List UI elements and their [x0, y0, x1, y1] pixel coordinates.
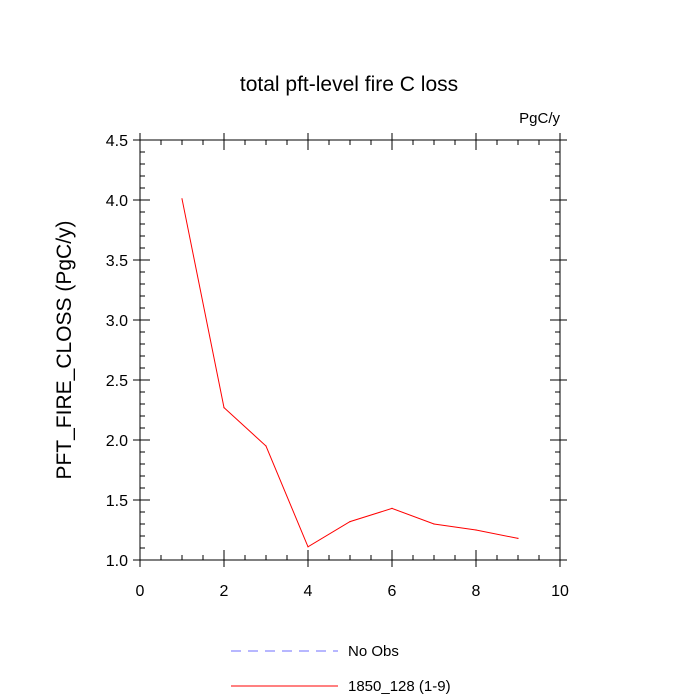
y-tick-label: 3.5	[106, 253, 128, 270]
y-tick-label: 3.0	[106, 313, 128, 330]
data-point	[265, 445, 267, 447]
series-layer	[181, 198, 519, 548]
data-point	[391, 507, 393, 509]
plot-frame	[139, 139, 561, 561]
data-point	[181, 198, 183, 200]
y-tick-label: 2.5	[106, 373, 128, 390]
y-tick-labels: 1.0 1.5 2.0 2.5 3.0 3.5 4.0 4.5	[106, 133, 128, 570]
y-axis-label: PFT_FIRE_CLOSS (PgC/y)	[53, 220, 76, 479]
legend: No Obs 1850_128 (1-9)	[231, 643, 451, 695]
y-tick-label: 4.0	[106, 193, 128, 210]
data-point	[475, 529, 477, 531]
x-tick-label: 4	[304, 583, 313, 600]
major-ticks	[133, 133, 567, 567]
data-point	[517, 537, 519, 540]
series-line	[181, 198, 519, 548]
y-tick-label: 1.5	[106, 493, 128, 510]
y-tick-label: 4.5	[106, 133, 128, 150]
data-point	[223, 407, 225, 409]
data-point	[307, 546, 309, 548]
x-tick-label: 6	[388, 583, 397, 600]
x-tick-label: 8	[472, 583, 481, 600]
minor-ticks	[140, 140, 560, 560]
chart-title: total pft-level fire C loss	[240, 73, 458, 96]
data-point	[349, 521, 351, 523]
x-tick-labels: 0 2 4 6 8 10	[136, 583, 569, 600]
data-point	[433, 523, 435, 525]
x-tick-label: 0	[136, 583, 145, 600]
x-tick-label: 2	[220, 583, 229, 600]
legend-label: No Obs	[348, 643, 399, 660]
y-tick-label: 2.0	[106, 433, 128, 450]
legend-label: 1850_128 (1-9)	[348, 678, 451, 695]
y-tick-label: 1.0	[106, 553, 128, 570]
x-tick-label: 10	[551, 583, 569, 600]
units-label: PgC/y	[519, 110, 560, 127]
